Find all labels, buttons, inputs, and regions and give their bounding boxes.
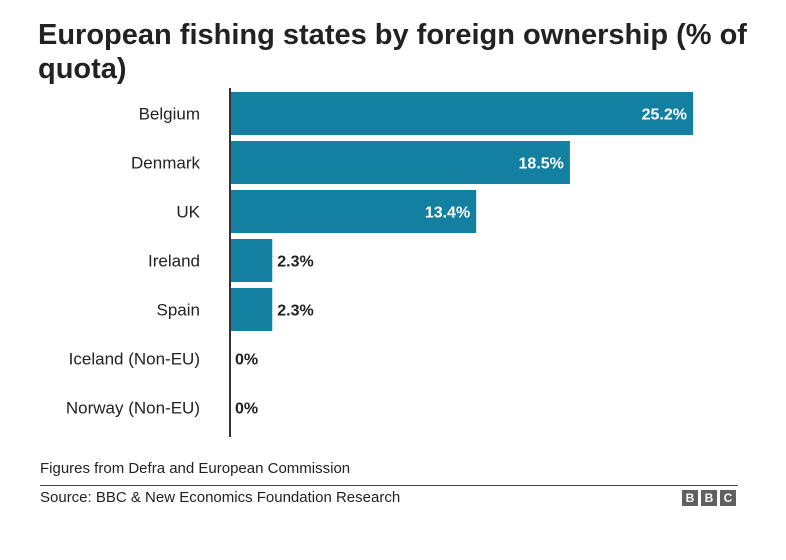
bbc-logo-block: B (682, 490, 698, 506)
bbc-logo: B B C (682, 490, 736, 506)
bar-uk (230, 190, 477, 233)
value-label: 13.4% (425, 205, 470, 222)
value-label: 18.5% (519, 156, 564, 173)
footer-divider (40, 485, 738, 486)
value-label: 0% (235, 352, 258, 369)
bar-denmark (230, 141, 570, 184)
category-label: Ireland (148, 252, 200, 271)
category-label: Norway (Non-EU) (66, 399, 200, 418)
bar-spain (230, 288, 273, 331)
category-label: Spain (157, 301, 200, 320)
bar-ireland (230, 239, 273, 282)
value-label: 0% (235, 401, 258, 418)
chart-title: European fishing states by foreign owner… (38, 19, 747, 85)
category-label: Belgium (139, 105, 200, 124)
value-label: 2.3% (277, 303, 313, 320)
bar-chart: Belgium 25.2% Denmark 18.5% UK 13.4% Ireland 2.… (66, 88, 693, 437)
category-label: UK (176, 203, 200, 222)
value-label: 2.3% (277, 254, 313, 271)
data-note: Figures from Defra and European Commissi… (40, 460, 351, 477)
bbc-logo-block: B (701, 490, 717, 506)
category-label: Denmark (131, 154, 200, 173)
bbc-logo-block: C (720, 490, 736, 506)
value-label: 25.2% (642, 107, 687, 124)
category-label: Iceland (Non-EU) (69, 350, 200, 369)
source-text: Source: BBC & New Economics Foundation R… (40, 489, 401, 506)
bar-belgium (230, 92, 693, 135)
